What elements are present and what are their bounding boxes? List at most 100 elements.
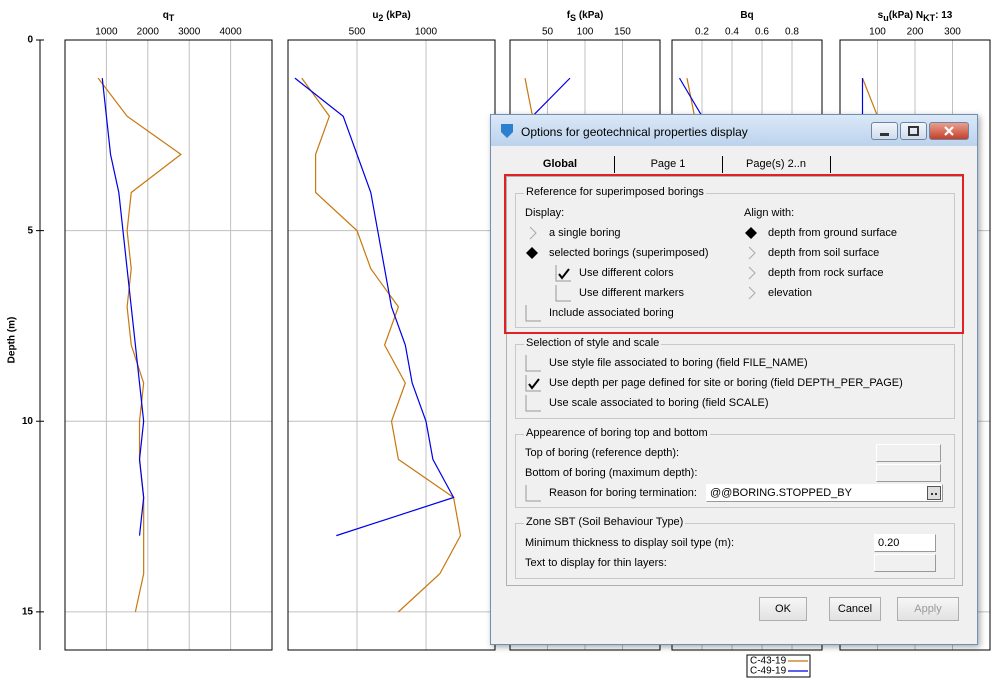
x-tick-label: 150 [614,27,631,38]
tab[interactable]: Global [542,158,578,170]
checkbox[interactable] [525,374,543,392]
field-label: Reason for boring termination: [549,487,697,499]
min-icon [880,133,889,136]
checkbox[interactable] [555,264,573,282]
title-part: : 13 [935,10,953,21]
x-tick-label: 0.2 [695,27,709,38]
field-label: Display: [525,207,565,219]
field-label: Use different colors [579,267,674,279]
title-part: (kPa) N [889,10,923,21]
app-icon [501,124,513,138]
legend-label: C-49-19 [750,666,787,677]
radio[interactable] [744,224,762,242]
title-part: f [567,10,571,21]
title-part: u [883,13,889,23]
x-tick-label: 0.6 [755,27,769,38]
y-tick-label: 5 [27,225,33,236]
tab-panel[interactable] [506,176,963,586]
dialog-title: Options for geotechnical properties disp… [521,125,748,139]
title-part: q [163,10,169,21]
field-label: depth from ground surface [768,227,898,239]
field-label: Minimum thickness to display soil type (… [525,537,735,549]
radio[interactable] [744,264,762,282]
checkbox[interactable] [525,484,543,502]
close-icon [944,126,954,136]
checkbox[interactable] [525,304,543,322]
x-tick-label: 50 [542,27,554,38]
x-tick-label: 300 [944,27,961,38]
field-label: a single boring [549,227,621,239]
text-input[interactable] [876,464,941,482]
radio[interactable] [744,244,762,262]
maximize-button[interactable] [900,122,927,140]
checkbox-icon [525,355,541,372]
field-label: Use different markers [579,287,684,299]
text-input[interactable] [876,444,941,462]
text-input[interactable] [874,554,936,572]
checkbox[interactable] [525,394,543,412]
checkbox-icon [555,285,571,302]
radio[interactable] [744,284,762,302]
track-title: fS (kPa) [567,10,604,24]
radio-icon [526,247,538,259]
field-label: Align with: [744,207,795,219]
title-part: T [169,13,175,23]
track-title: su(kPa) NKT: 13 [878,10,953,24]
radio-icon [748,266,756,280]
title-part: (kPa) [576,10,603,21]
x-tick-label: 500 [349,27,366,38]
x-tick-label: 3000 [178,27,201,38]
highlight-box [504,174,964,334]
field-label: selected borings (superimposed) [549,247,709,259]
dots-icon [931,493,937,495]
checkbox-icon [525,375,541,392]
max-icon [908,126,919,136]
browse-button[interactable] [927,486,941,500]
field-label: Use depth per page defined for site or b… [549,377,903,389]
field-label: depth from soil surface [768,247,880,259]
x-tick-label: 0.4 [725,27,739,38]
field-label: Top of boring (reference depth): [525,447,680,459]
checkbox-icon [525,485,541,502]
track-frame [64,39,273,651]
tab-separator[interactable] [614,156,615,173]
radio[interactable] [525,224,543,242]
profile-line [294,77,455,537]
x-tick-label: 0.8 [785,27,799,38]
title-part: (kPa) [383,10,410,21]
track-title: u2 (kPa) [372,10,410,24]
y-tick-label: 15 [22,607,34,618]
checkbox[interactable] [525,354,543,372]
tab-separator[interactable] [722,156,723,173]
x-tick-label: 4000 [219,27,242,38]
field-label: Bottom of boring (maximum depth): [525,467,698,479]
group-title: Selection of style and scale [524,337,662,349]
tab[interactable]: Page 1 [650,158,686,170]
tab-separator[interactable] [830,156,831,173]
title-part: s [878,10,884,21]
x-tick-label: 1000 [415,27,438,38]
button[interactable]: OK [759,597,807,621]
checkbox[interactable] [555,284,573,302]
field-label: Use style file associated to boring (fie… [549,357,808,369]
radio-icon [748,286,756,300]
button[interactable]: Cancel [829,597,881,621]
field-label: elevation [768,287,813,299]
radio[interactable] [525,244,543,262]
radio-icon [529,226,537,240]
field-label: Include associated boring [549,307,674,319]
group-title: Reference for superimposed borings [524,186,706,198]
track-title: Bq [740,10,753,21]
text-input[interactable]: 0.20 [874,534,936,552]
x-tick-label: 100 [577,27,594,38]
minimize-button[interactable] [871,122,898,140]
radio-icon [748,246,756,260]
track-frame [287,39,496,651]
close-button[interactable] [929,122,969,140]
title-part: 2 [378,13,383,23]
field-label: depth from rock surface [768,267,884,279]
tab[interactable]: Page(s) 2..n [746,158,806,170]
text-input[interactable]: @@BORING.STOPPED_BY [706,484,943,502]
group-title: Zone SBT (Soil Behaviour Type) [524,516,686,528]
